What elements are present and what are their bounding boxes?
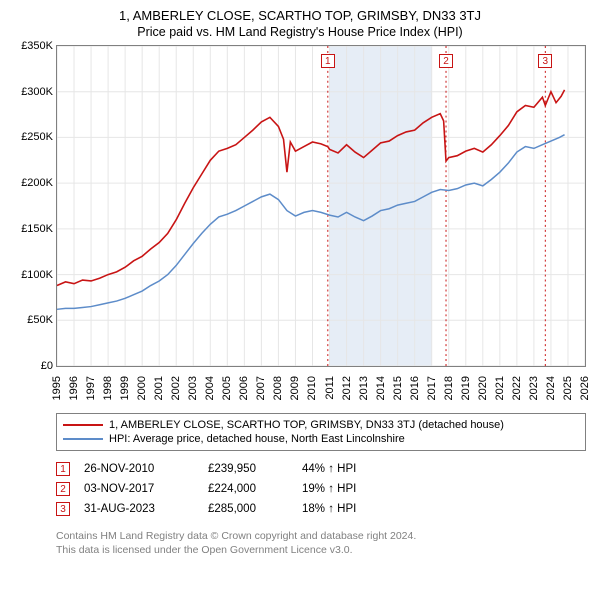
x-axis-label: 1999: [119, 376, 131, 400]
y-axis-label: £50K: [27, 314, 57, 326]
footer-line-1: Contains HM Land Registry data © Crown c…: [56, 529, 586, 543]
sale-date: 03-NOV-2017: [84, 483, 194, 495]
legend-item: 1, AMBERLEY CLOSE, SCARTHO TOP, GRIMSBY,…: [63, 418, 579, 432]
legend-label: HPI: Average price, detached house, Nort…: [109, 433, 405, 445]
sale-pct: 19% ↑ HPI: [302, 483, 402, 495]
x-axis-label: 2005: [221, 376, 233, 400]
x-axis-label: 2023: [528, 376, 540, 400]
x-axis-label: 2010: [306, 376, 318, 400]
legend: 1, AMBERLEY CLOSE, SCARTHO TOP, GRIMSBY,…: [56, 413, 586, 451]
y-axis-label: £200K: [21, 177, 57, 189]
y-axis-label: £150K: [21, 223, 57, 235]
footer-line-2: This data is licensed under the Open Gov…: [56, 543, 586, 557]
sale-row: 2 03-NOV-2017 £224,000 19% ↑ HPI: [56, 479, 586, 499]
y-axis-label: £100K: [21, 269, 57, 281]
x-axis-label: 1997: [85, 376, 97, 400]
x-axis-label: 2020: [477, 376, 489, 400]
x-axis-label: 2004: [204, 376, 216, 400]
sale-date: 26-NOV-2010: [84, 463, 194, 475]
x-axis-label: 1996: [68, 376, 80, 400]
x-axis-label: 2007: [255, 376, 267, 400]
sale-date: 31-AUG-2023: [84, 503, 194, 515]
legend-item: HPI: Average price, detached house, Nort…: [63, 432, 579, 446]
chart-area: £0£50K£100K£150K£200K£250K£300K£350K1995…: [56, 45, 586, 367]
legend-label: 1, AMBERLEY CLOSE, SCARTHO TOP, GRIMSBY,…: [109, 419, 504, 431]
x-axis-label: 2018: [443, 376, 455, 400]
page-title: 1, AMBERLEY CLOSE, SCARTHO TOP, GRIMSBY,…: [14, 8, 586, 23]
x-axis-label: 1998: [102, 376, 114, 400]
x-axis-label: 2006: [238, 376, 250, 400]
sale-marker: 2: [439, 54, 453, 68]
x-axis-label: 2022: [511, 376, 523, 400]
x-axis-label: 2015: [392, 376, 404, 400]
sale-price: £224,000: [208, 483, 288, 495]
x-axis-label: 1995: [51, 376, 63, 400]
x-axis-label: 2003: [187, 376, 199, 400]
sale-row: 3 31-AUG-2023 £285,000 18% ↑ HPI: [56, 499, 586, 519]
x-axis-label: 2021: [494, 376, 506, 400]
x-axis-label: 2014: [375, 376, 387, 400]
legend-swatch: [63, 424, 103, 426]
sale-pct: 44% ↑ HPI: [302, 463, 402, 475]
footer: Contains HM Land Registry data © Crown c…: [56, 529, 586, 557]
chart-svg: [57, 46, 585, 366]
x-axis-label: 2026: [579, 376, 591, 400]
page-subtitle: Price paid vs. HM Land Registry's House …: [14, 25, 586, 39]
x-axis-label: 2008: [272, 376, 284, 400]
y-axis-label: £350K: [21, 40, 57, 52]
sale-pct: 18% ↑ HPI: [302, 503, 402, 515]
x-axis-label: 2009: [289, 376, 301, 400]
sale-marker: 1: [56, 462, 70, 476]
sale-marker: 3: [538, 54, 552, 68]
x-axis-label: 2002: [170, 376, 182, 400]
sales-table: 1 26-NOV-2010 £239,950 44% ↑ HPI 2 03-NOV-201…: [56, 459, 586, 519]
sale-marker: 2: [56, 482, 70, 496]
x-axis-label: 2016: [409, 376, 421, 400]
x-axis-label: 2019: [460, 376, 472, 400]
sale-marker: 3: [56, 502, 70, 516]
y-axis-label: £0: [41, 360, 57, 372]
y-axis-label: £250K: [21, 131, 57, 143]
x-axis-label: 2011: [324, 376, 336, 400]
x-axis-label: 2012: [341, 376, 353, 400]
x-axis-label: 2017: [426, 376, 438, 400]
x-axis-label: 2025: [562, 376, 574, 400]
sale-marker: 1: [321, 54, 335, 68]
x-axis-label: 2013: [358, 376, 370, 400]
x-axis-label: 2001: [153, 376, 165, 400]
legend-swatch: [63, 438, 103, 440]
sale-price: £285,000: [208, 503, 288, 515]
sale-price: £239,950: [208, 463, 288, 475]
x-axis-label: 2024: [545, 376, 557, 400]
sale-row: 1 26-NOV-2010 £239,950 44% ↑ HPI: [56, 459, 586, 479]
y-axis-label: £300K: [21, 86, 57, 98]
x-axis-label: 2000: [136, 376, 148, 400]
